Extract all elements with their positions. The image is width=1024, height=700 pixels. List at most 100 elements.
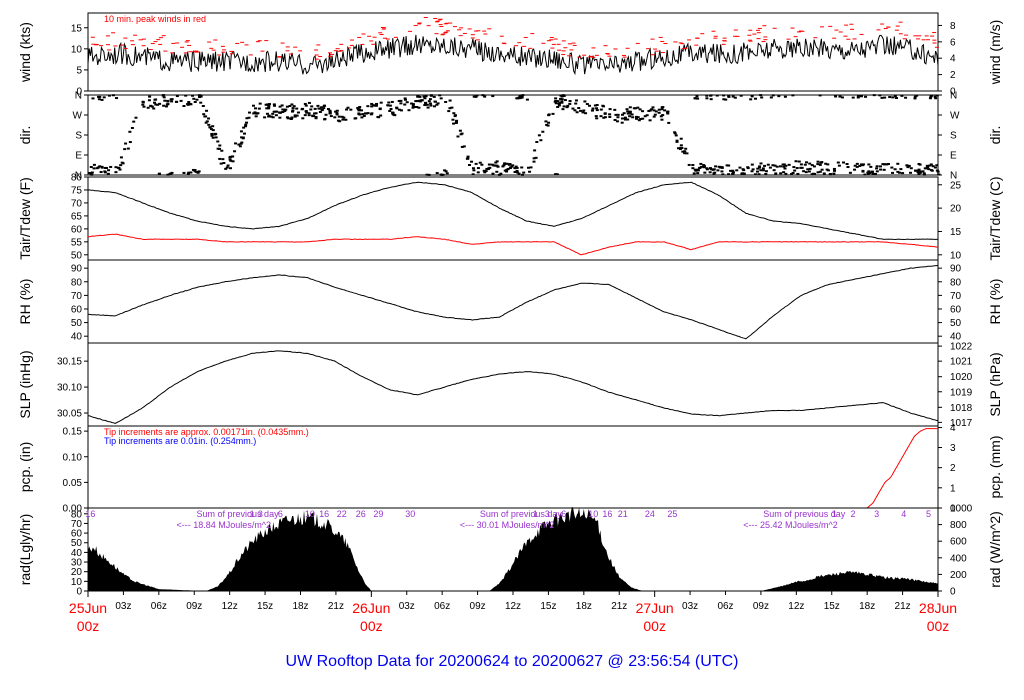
dir-point [395, 106, 399, 109]
dir-point [929, 163, 933, 166]
dir-point [758, 165, 762, 168]
dir-point [189, 171, 193, 174]
dir-point [168, 172, 172, 175]
pcp-ylabel-left: pcp. (in) [17, 442, 33, 493]
dir-point [675, 139, 679, 142]
dir-point [491, 95, 495, 98]
dir-point [931, 165, 935, 168]
dir-point [582, 109, 586, 112]
dir-point [427, 100, 431, 103]
dir-point [826, 163, 830, 166]
dir-point [130, 126, 134, 129]
slp-series-0 [87, 350, 939, 424]
dir-point [594, 115, 598, 118]
dir-point [641, 117, 645, 120]
dir-point [462, 145, 466, 148]
dir-point [759, 94, 763, 97]
rad-right-tick-label: 0 [950, 587, 956, 598]
wind-left-tick-label: 5 [76, 65, 82, 76]
rad-left-tick-label: 30 [71, 558, 83, 569]
slp-right-tick-label: 1020 [950, 372, 973, 383]
dir-point [925, 164, 929, 167]
pcp-left-tick-label: 0.15 [63, 427, 83, 438]
dir-point [760, 96, 764, 99]
dir-point [872, 94, 876, 97]
dir-point [452, 112, 456, 115]
dir-point [399, 99, 403, 102]
rad-tick-number: 24 [645, 509, 655, 519]
dir-point [345, 108, 349, 111]
dir-point [700, 165, 704, 168]
dir-point [554, 102, 558, 105]
dir-point [675, 140, 679, 143]
dir-point [595, 103, 599, 106]
dir-point [522, 171, 526, 174]
dir-point [875, 167, 879, 170]
dir-point [124, 142, 128, 145]
dir-point [193, 170, 197, 173]
dir-point [226, 164, 230, 167]
dir-point [520, 96, 524, 99]
dir-point [275, 110, 279, 113]
dir-point [208, 126, 212, 129]
dir-point [495, 164, 499, 167]
dir-point [491, 172, 495, 175]
dir-point [616, 116, 620, 119]
dir-point [296, 111, 300, 114]
dir-point [772, 169, 776, 172]
dir-point [314, 117, 318, 120]
dir-point [866, 171, 870, 174]
dir-point [623, 118, 627, 121]
dir-point [714, 165, 718, 168]
dir-point [224, 167, 228, 170]
dir-point [575, 111, 579, 114]
dir-point [891, 96, 895, 99]
dir-point [722, 98, 726, 101]
dir-point [648, 119, 652, 122]
dir-point [727, 173, 731, 176]
dir-point [855, 162, 859, 165]
dir-point [517, 172, 521, 175]
dir-point [702, 164, 706, 167]
dir-point [595, 117, 599, 120]
dir-point [209, 128, 213, 131]
rh-frame [87, 259, 939, 344]
dir-point [613, 108, 617, 111]
dir-point [480, 163, 484, 166]
dir-point [293, 115, 297, 118]
dir-point [703, 165, 707, 168]
wind-frame [87, 12, 939, 92]
dir-point [709, 98, 713, 101]
pcp-left-tick-label: 0.00 [63, 504, 83, 515]
dir-point [692, 172, 696, 175]
dir-point [628, 115, 632, 118]
dir-point [705, 97, 709, 100]
slp-right-tick-label: 1018 [950, 403, 973, 414]
rh-right-tick-label: 90 [950, 264, 962, 275]
dir-point [546, 124, 550, 127]
dir-point [414, 100, 418, 103]
dir-point [929, 95, 933, 98]
dir-point [405, 101, 409, 104]
dir-point [622, 112, 626, 115]
dir-point [879, 168, 883, 171]
dir-point [366, 112, 370, 115]
rad-left-tick-label: 80 [71, 509, 83, 520]
dir-point [687, 163, 691, 166]
dir-point [731, 171, 735, 174]
dir-point [100, 165, 104, 168]
dir-point [369, 113, 373, 116]
dir-point [424, 95, 428, 98]
dir-point [683, 150, 687, 153]
dir-point [691, 167, 695, 170]
dir-point [379, 114, 383, 117]
dir-point [926, 166, 930, 169]
dir-point [584, 112, 588, 115]
dir-point [154, 103, 158, 106]
dir-point [858, 164, 862, 167]
wind-right-tick-label: 4 [950, 54, 956, 65]
dir-point [563, 99, 567, 102]
dir-point [503, 169, 507, 172]
dir-point [324, 113, 328, 116]
dir-point [337, 115, 341, 118]
